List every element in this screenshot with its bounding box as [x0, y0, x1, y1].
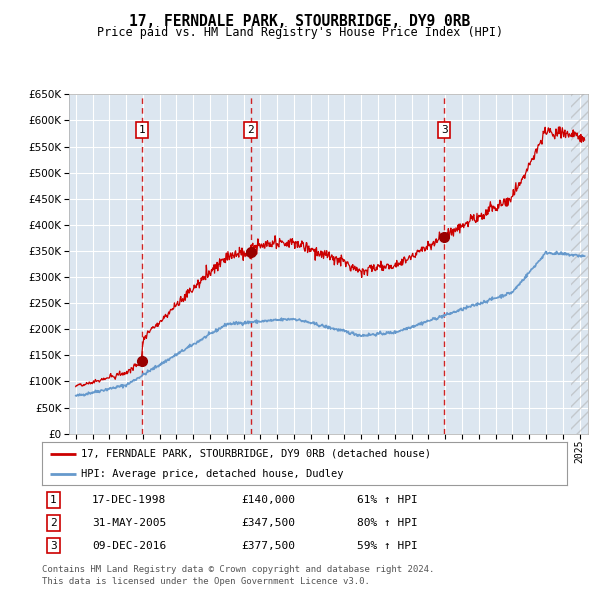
- Bar: [571, 94, 588, 434]
- Text: 31-MAY-2005: 31-MAY-2005: [92, 518, 166, 527]
- Text: 09-DEC-2016: 09-DEC-2016: [92, 540, 166, 550]
- Text: 3: 3: [50, 540, 57, 550]
- Text: Price paid vs. HM Land Registry's House Price Index (HPI): Price paid vs. HM Land Registry's House …: [97, 26, 503, 39]
- Text: 1: 1: [50, 495, 57, 505]
- Text: 2: 2: [50, 518, 57, 527]
- Text: 1: 1: [139, 125, 146, 135]
- Text: 2: 2: [247, 125, 254, 135]
- Text: 17, FERNDALE PARK, STOURBRIDGE, DY9 0RB: 17, FERNDALE PARK, STOURBRIDGE, DY9 0RB: [130, 14, 470, 29]
- Text: 17-DEC-1998: 17-DEC-1998: [92, 495, 166, 505]
- Text: This data is licensed under the Open Government Licence v3.0.: This data is licensed under the Open Gov…: [42, 577, 370, 586]
- Text: 61% ↑ HPI: 61% ↑ HPI: [357, 495, 418, 505]
- Text: Contains HM Land Registry data © Crown copyright and database right 2024.: Contains HM Land Registry data © Crown c…: [42, 565, 434, 574]
- Text: 17, FERNDALE PARK, STOURBRIDGE, DY9 0RB (detached house): 17, FERNDALE PARK, STOURBRIDGE, DY9 0RB …: [82, 449, 431, 459]
- Text: 3: 3: [441, 125, 448, 135]
- Text: 59% ↑ HPI: 59% ↑ HPI: [357, 540, 418, 550]
- Text: HPI: Average price, detached house, Dudley: HPI: Average price, detached house, Dudl…: [82, 469, 344, 479]
- Text: £347,500: £347,500: [241, 518, 296, 527]
- Text: 80% ↑ HPI: 80% ↑ HPI: [357, 518, 418, 527]
- Bar: [571, 94, 588, 434]
- Text: £377,500: £377,500: [241, 540, 296, 550]
- Text: £140,000: £140,000: [241, 495, 296, 505]
